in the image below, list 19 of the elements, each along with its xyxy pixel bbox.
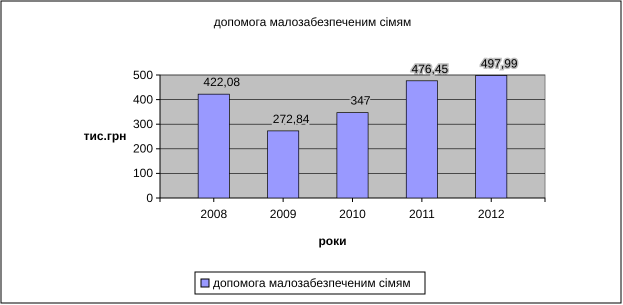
data-label: 272,84 — [272, 112, 310, 126]
x-tick-label: 2010 — [339, 207, 366, 222]
y-tick-label: 200 — [132, 142, 154, 156]
data-label: 497,99 — [480, 56, 518, 70]
legend-label: допомога малозабезпеченим сімям — [213, 276, 411, 290]
x-axis-title: роки — [318, 234, 347, 248]
y-axis-title: тис.грн — [84, 129, 126, 143]
y-tick-label: 400 — [132, 92, 154, 106]
data-label: 422,08 — [203, 75, 240, 90]
x-tick-label: 2012 — [478, 207, 505, 222]
x-tick-label: 2008 — [200, 207, 228, 222]
chart-title: допомога малозабезпеченим сімям — [214, 15, 412, 29]
data-label: 476,45 — [412, 62, 449, 76]
y-tick-label: 100 — [132, 166, 154, 180]
x-tick-label: 2009 — [270, 207, 297, 222]
x-tick-label: 2011 — [408, 207, 436, 222]
y-tick-label: 0 — [146, 190, 154, 205]
y-tick-label: 300 — [132, 117, 154, 132]
y-tick-label: 500 — [132, 68, 154, 82]
